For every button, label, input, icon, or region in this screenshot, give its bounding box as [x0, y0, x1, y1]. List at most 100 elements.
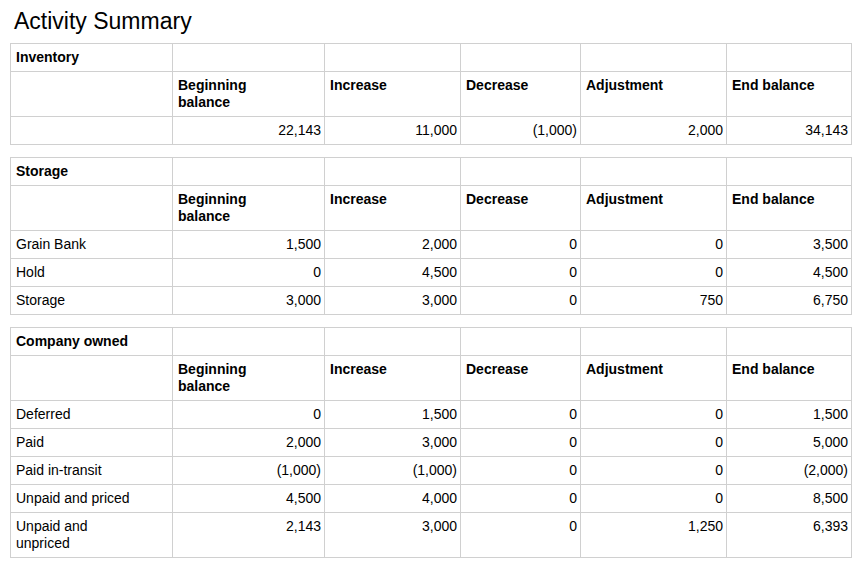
row-label: Deferred — [11, 401, 173, 429]
column-header-row: Beginning balance Increase Decrease Adjustm… — [11, 186, 852, 231]
column-header-beginning-balance: Beginning balance — [173, 356, 325, 401]
value-cell: 8,500 — [727, 485, 852, 513]
value-cell: (1,000) — [173, 457, 325, 485]
value-cell: 34,143 — [727, 117, 852, 145]
value-cell: 0 — [461, 457, 581, 485]
empty-cell — [325, 44, 461, 72]
column-header-beginning-balance: Beginning balance — [173, 72, 325, 117]
column-header-label: Decrease — [466, 361, 528, 378]
row-label-text: Unpaid and priced — [16, 490, 130, 507]
value-cell: 0 — [581, 401, 727, 429]
empty-cell — [461, 158, 581, 186]
row-label-text: Paid in-transit — [16, 462, 102, 479]
value-cell: 3,000 — [325, 429, 461, 457]
column-header-label: End balance — [732, 191, 814, 208]
column-header-end-balance: End balance — [727, 356, 852, 401]
table-company-owned: Company ownedBeginning balance Increase De… — [10, 327, 852, 558]
empty-cell — [325, 328, 461, 356]
section-title: Inventory — [11, 44, 173, 72]
empty-cell — [173, 158, 325, 186]
value-cell: 0 — [581, 259, 727, 287]
column-header-decrease: Decrease — [461, 186, 581, 231]
value-cell: (1,000) — [461, 117, 581, 145]
section-title-row: Company owned — [11, 328, 852, 356]
column-header-beginning-balance: Beginning balance — [173, 186, 325, 231]
value-cell: 0 — [461, 287, 581, 315]
column-header-label: Increase — [330, 77, 387, 94]
column-header-label: End balance — [732, 77, 814, 94]
value-cell: 0 — [581, 231, 727, 259]
value-cell: 2,000 — [173, 429, 325, 457]
row-label-text: Unpaid and unpriced — [16, 518, 138, 552]
row-label: Hold — [11, 259, 173, 287]
value-cell: 6,750 — [727, 287, 852, 315]
row-label — [11, 117, 173, 145]
column-header-increase: Increase — [325, 186, 461, 231]
table-storage: Storage Beginning balance Increase Decrease… — [10, 157, 852, 315]
column-header-row: Beginning balance Increase Decrease Adjustm… — [11, 72, 852, 117]
column-header-label: Adjustment — [586, 77, 663, 94]
value-cell: 0 — [461, 485, 581, 513]
value-cell: 0 — [581, 429, 727, 457]
value-cell: 1,500 — [325, 401, 461, 429]
column-header-end-balance: End balance — [727, 72, 852, 117]
value-cell: 2,000 — [325, 231, 461, 259]
value-cell: 3,000 — [173, 287, 325, 315]
column-header-label: Beginning balance — [178, 77, 276, 111]
value-cell: 0 — [461, 401, 581, 429]
value-cell: 1,500 — [727, 401, 852, 429]
value-cell: 6,393 — [727, 513, 852, 558]
value-cell: 4,000 — [325, 485, 461, 513]
column-header-label: Adjustment — [586, 191, 663, 208]
row-label: Unpaid and priced — [11, 485, 173, 513]
page-title: Activity Summary — [14, 8, 865, 34]
empty-cell — [581, 158, 727, 186]
empty-cell — [173, 328, 325, 356]
column-header-decrease: Decrease — [461, 356, 581, 401]
data-row: Hold04,500004,500 — [11, 259, 852, 287]
empty-cell — [11, 356, 173, 401]
value-cell: 11,000 — [325, 117, 461, 145]
column-header-label: Adjustment — [586, 361, 663, 378]
data-row: Deferred01,500001,500 — [11, 401, 852, 429]
empty-cell — [11, 186, 173, 231]
report-tables: InventoryBeginning balanceIncreaseDecrea… — [10, 43, 865, 558]
column-header-adjustment: Adjustment — [581, 72, 727, 117]
column-header-end-balance: End balance — [727, 186, 852, 231]
value-cell: 2,143 — [173, 513, 325, 558]
empty-cell — [325, 158, 461, 186]
value-cell: 1,250 — [581, 513, 727, 558]
value-cell: 4,500 — [325, 259, 461, 287]
data-row: 22,14311,000(1,000)2,00034,143 — [11, 117, 852, 145]
row-label-text: Deferred — [16, 406, 70, 423]
column-header-label: Decrease — [466, 191, 528, 208]
table-inventory: InventoryBeginning balance Increase Decrea… — [10, 43, 852, 145]
empty-cell — [461, 44, 581, 72]
empty-cell — [581, 44, 727, 72]
empty-cell — [727, 158, 852, 186]
row-label: Paid — [11, 429, 173, 457]
column-header-adjustment: Adjustment — [581, 356, 727, 401]
value-cell: 0 — [581, 485, 727, 513]
value-cell: 4,500 — [173, 485, 325, 513]
row-label: Paid in-transit — [11, 457, 173, 485]
column-header-label: Increase — [330, 361, 387, 378]
value-cell: 5,000 — [727, 429, 852, 457]
section-title-row: Inventory — [11, 44, 852, 72]
row-label-text: Hold — [16, 264, 45, 281]
value-cell: 0 — [461, 231, 581, 259]
row-label-text: Storage — [16, 292, 65, 309]
value-cell: (1,000) — [325, 457, 461, 485]
value-cell: 3,500 — [727, 231, 852, 259]
value-cell: 750 — [581, 287, 727, 315]
row-label: Storage — [11, 287, 173, 315]
value-cell: 3,000 — [325, 287, 461, 315]
section-title: Company owned — [11, 328, 173, 356]
data-row: Unpaid and priced4,5004,000008,500 — [11, 485, 852, 513]
column-header-label: Decrease — [466, 77, 528, 94]
row-label: Unpaid and unpriced — [11, 513, 173, 558]
empty-cell — [461, 328, 581, 356]
column-header-label: Beginning balance — [178, 361, 276, 395]
column-header-label: Beginning balance — [178, 191, 276, 225]
column-header-increase: Increase — [325, 356, 461, 401]
